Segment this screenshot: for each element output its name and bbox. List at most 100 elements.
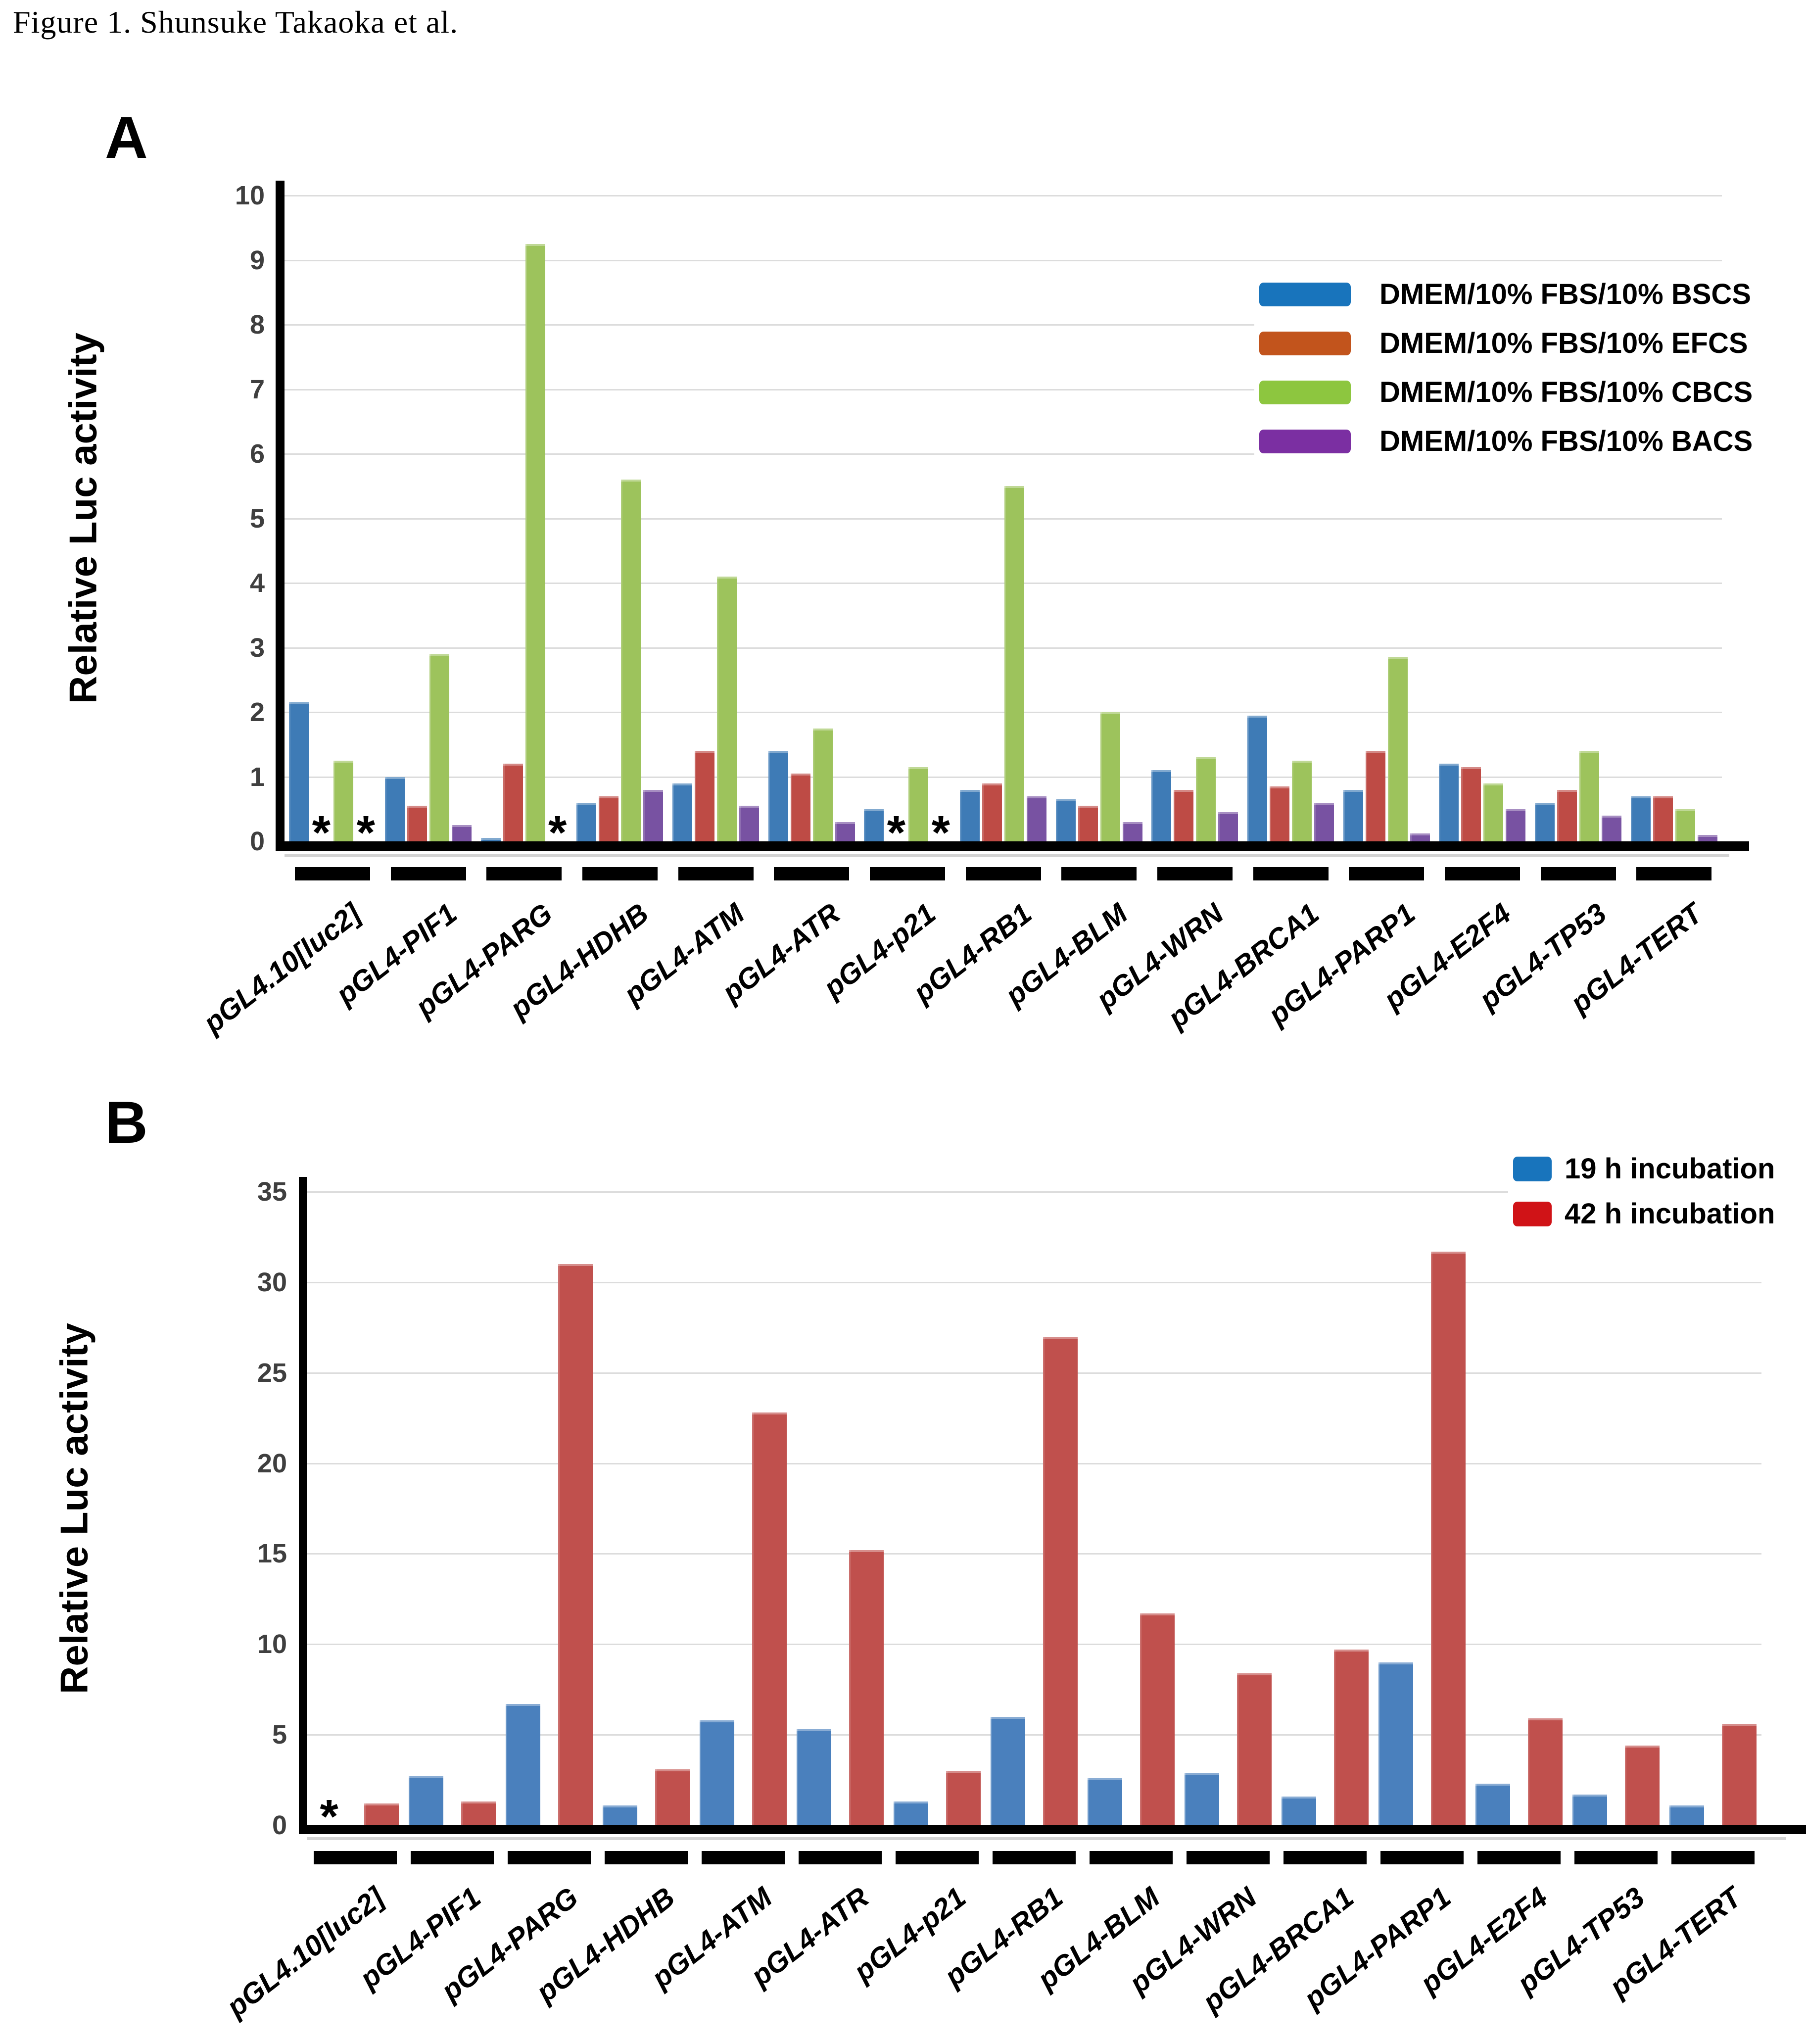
y-tick-label-30: 30 [257, 1267, 287, 1297]
y-tick-label-1: 1 [249, 762, 265, 792]
legend-row-1: 19 h incubation [1513, 1152, 1775, 1185]
category-underline-pGL4-PIF1 [411, 1851, 494, 1864]
bar-group-pGL4-BRCA1 [1277, 1192, 1374, 1825]
legend-swatch-icon [1259, 380, 1351, 404]
bar-pGL4.10[luc2]-dmem-10-fbs-10-cbcs [333, 760, 354, 841]
bar-pGL4-PARP1-dmem-10-fbs-10-cbcs [1387, 657, 1408, 841]
bar-pGL4-TERT-dmem-10-fbs-10-efcs [1653, 796, 1673, 841]
y-tick-label-35: 35 [257, 1177, 287, 1207]
y-tick-label-15: 15 [257, 1539, 287, 1569]
bar-group-pGL4-RB1 [955, 195, 1051, 841]
bar-pGL4-HDHB-dmem-10-fbs-10-bacs [643, 789, 664, 841]
y-tick-label-0: 0 [249, 827, 265, 856]
bar-group-pGL4-E2F4 [1434, 195, 1530, 841]
category-underline-pGL4-RB1 [993, 1851, 1076, 1864]
y-tick-label-8: 8 [249, 310, 265, 340]
gridline-y20 [307, 1462, 1761, 1464]
bar-pGL4-RB1-dmem-10-fbs-10-efcs [982, 783, 1002, 841]
chart-panel-b: 0 5 10 15 20 25 30 35 * pGL4.10[luc2] pGL4-PIF1 pGL… [221, 1149, 1806, 2023]
y-tick-label-5: 5 [272, 1720, 287, 1750]
bar-group-pGL4-E2F4 [1471, 1192, 1568, 1825]
bar-group-pGL4-ATM [695, 1192, 792, 1825]
chart-panel-a: 0 1 2 3 4 5 6 7 8 9 10 * * pGL4.10[luc2] pGL4-PIF1 * pGL… [197, 181, 1758, 1039]
gridline-y5 [285, 518, 1722, 520]
bar-pGL4-TP53-dmem-10-fbs-10-bscs [1534, 802, 1555, 841]
category-underline-pGL4-TP53 [1540, 867, 1616, 880]
bar-group-pGL4-ATM [668, 195, 764, 841]
bar-pGL4-PARG-dmem-10-fbs-10-bscs [480, 838, 501, 841]
category-underline-pGL4-RB1 [965, 867, 1041, 880]
legend-swatch-icon [1259, 282, 1351, 306]
bar-pGL4-RB1-dmem-10-fbs-10-bacs [1026, 796, 1046, 841]
y-tick-label-7: 7 [249, 374, 265, 404]
bar-group-pGL4-WRN [1180, 1192, 1277, 1825]
bar-pGL4-PARP1-dmem-10-fbs-10-efcs [1365, 751, 1385, 841]
bar-pGL4-HDHB-42-h-incubation [655, 1769, 690, 1825]
x-label-pGL4.10[luc2]: pGL4.10[luc2] [220, 1881, 390, 2024]
bar-pGL4-WRN-dmem-10-fbs-10-bscs [1151, 770, 1172, 841]
category-underline-pGL4-E2F4 [1477, 1851, 1561, 1864]
bar-group-pGL4-HDHB [598, 1192, 695, 1825]
category-underline-pGL4-PARP1 [1380, 1851, 1464, 1864]
legend-row-1: DMEM/10% FBS/10% BSCS [1259, 278, 1753, 311]
bar-pGL4-p21-19-h-incubation [894, 1801, 928, 1825]
bar-pGL4-PARP1-dmem-10-fbs-10-bacs [1410, 833, 1430, 841]
bar-group-pGL4-BLM [1083, 1192, 1180, 1825]
category-underline-pGL4.10[luc2] [314, 1851, 397, 1864]
bar-group-pGL4-PARP1 [1374, 1192, 1471, 1825]
bar-group-pGL4-BLM [1051, 195, 1147, 841]
gridline-y7 [285, 389, 1722, 390]
legend: DMEM/10% FBS/10% BSCS DMEM/10% FBS/10% EF… [1254, 275, 1758, 461]
bar-group-pGL4-WRN [1147, 195, 1243, 841]
bar-pGL4-BRCA1-19-h-incubation [1282, 1796, 1316, 1825]
bar-pGL4-PIF1-dmem-10-fbs-10-bscs [384, 777, 405, 841]
bar-pGL4-WRN-dmem-10-fbs-10-cbcs [1196, 757, 1216, 841]
legend-row-4: DMEM/10% FBS/10% BACS [1259, 425, 1753, 458]
bar-pGL4-BLM-dmem-10-fbs-10-efcs [1078, 806, 1098, 841]
y-tick-label-4: 4 [249, 568, 265, 598]
category-underline-pGL4-TP53 [1574, 1851, 1658, 1864]
category-underline-pGL4-PIF1 [390, 867, 466, 880]
gridline-y30 [307, 1281, 1761, 1283]
bar-pGL4-PIF1-dmem-10-fbs-10-efcs [407, 806, 427, 841]
bar-pGL4-PIF1-42-h-incubation [461, 1801, 496, 1825]
panel-letter-a: A [105, 104, 148, 171]
bar-pGL4-TERT-42-h-incubation [1722, 1724, 1757, 1825]
category-underline-pGL4-BLM [1061, 867, 1137, 880]
category-underline-pGL4-HDHB [582, 867, 658, 880]
legend: 19 h incubation 42 h incubation [1508, 1149, 1780, 1233]
category-underline-pGL4-ATR [799, 1851, 882, 1864]
category-underline-pGL4-TERT [1671, 1851, 1755, 1864]
bar-pGL4-E2F4-dmem-10-fbs-10-bscs [1439, 764, 1459, 841]
bar-group-pGL4-ATR [792, 1192, 889, 1825]
legend-label-3: DMEM/10% FBS/10% CBCS [1379, 376, 1753, 408]
x-label-pGL4.10[luc2]: pGL4.10[luc2] [197, 897, 367, 1040]
category-underline-pGL4-PARP1 [1349, 867, 1425, 880]
bar-pGL4-ATM-dmem-10-fbs-10-bacs [739, 806, 759, 841]
bar-pGL4-TERT-dmem-10-fbs-10-cbcs [1675, 809, 1695, 841]
gridline-y8 [285, 324, 1722, 326]
legend-row-2: 42 h incubation [1513, 1197, 1775, 1230]
y-axis-line [299, 1177, 307, 1834]
gridline-y15 [307, 1553, 1761, 1555]
bar-group-pGL4-TERT [1664, 1192, 1761, 1825]
bar-pGL4-BLM-dmem-10-fbs-10-bacs [1122, 822, 1142, 841]
y-axis-title-a: Relative Luc activity [61, 333, 105, 704]
legend-label-4: DMEM/10% FBS/10% BACS [1379, 425, 1753, 457]
bar-group-pGL4-RB1 [986, 1192, 1083, 1825]
legend-label-1: DMEM/10% FBS/10% BSCS [1379, 278, 1751, 310]
bar-pGL4-PIF1-dmem-10-fbs-10-cbcs [429, 654, 449, 841]
category-underline-pGL4.10[luc2] [294, 867, 370, 880]
bar-pGL4-WRN-dmem-10-fbs-10-bacs [1218, 812, 1238, 841]
figure-title: Figure 1. Shunsuke Takaoka et al. [13, 4, 459, 40]
bar-group-pGL4-PIF1 [380, 195, 476, 841]
bar-pGL4-PARG-19-h-incubation [506, 1703, 540, 1825]
bar-pGL4-TP53-dmem-10-fbs-10-bacs [1601, 815, 1621, 841]
bar-pGL4-PARP1-dmem-10-fbs-10-bscs [1343, 789, 1363, 841]
bar-group-pGL4-p21 [889, 1192, 986, 1825]
bar-pGL4-p21-dmem-10-fbs-10-cbcs [908, 767, 929, 841]
bar-pGL4-BLM-19-h-incubation [1088, 1778, 1122, 1825]
legend-swatch-icon [1513, 1201, 1552, 1226]
legend-label-1: 19 h incubation [1565, 1153, 1775, 1185]
category-underline-pGL4-PARG [486, 867, 562, 880]
